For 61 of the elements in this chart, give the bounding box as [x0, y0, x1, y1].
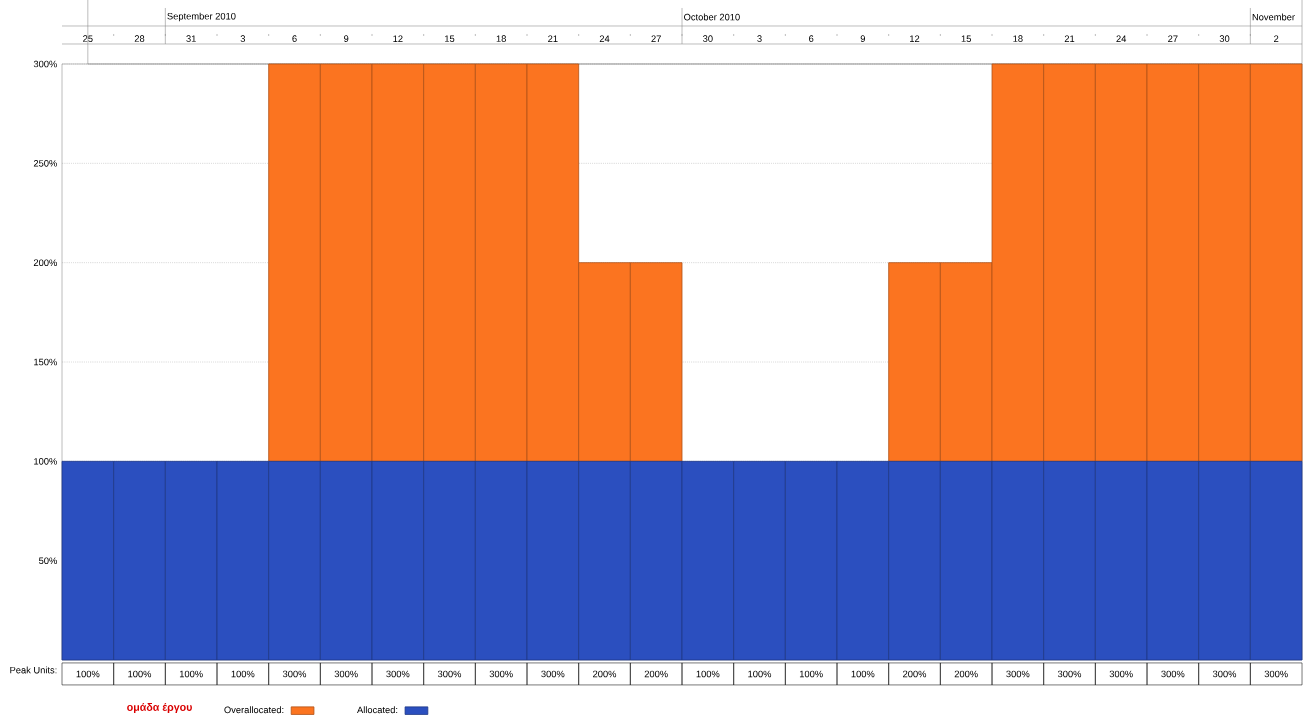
x-tick-label: 27 [651, 35, 661, 42]
x-tick-label: 30 [703, 35, 713, 42]
x-tick-label: 6 [809, 35, 814, 42]
total-label: 300% [1109, 670, 1133, 678]
y-tick-label: 100% [34, 458, 57, 465]
x-tick-label: 21 [548, 35, 558, 42]
x-tick-label: 18 [496, 35, 506, 42]
total-label: 300% [282, 670, 307, 678]
x-tick-label: 31 [186, 35, 196, 42]
total-label: 100% [748, 670, 772, 678]
x-tick-label: 24 [599, 35, 610, 42]
y-tick-label: 250% [33, 160, 57, 167]
text: November [1252, 13, 1295, 21]
total-label: 300% [1264, 670, 1288, 678]
x-tick-label: 27 [1168, 35, 1178, 42]
total-label: 200% [954, 670, 978, 678]
text: ομάδα έργου [127, 702, 192, 714]
total-label: 300% [1006, 670, 1030, 678]
total-label: 100% [799, 670, 823, 678]
total-label: 300% [1161, 670, 1185, 678]
text: October 2010 [684, 13, 740, 21]
total-label: 200% [593, 670, 617, 678]
x-tick-label: 30 [1219, 35, 1230, 42]
total-label: 100% [696, 670, 720, 678]
text: September 2010 [167, 12, 236, 22]
total-label: 100% [231, 670, 255, 678]
y-tick-label: 150% [34, 358, 57, 366]
text: Peak Units: [10, 666, 57, 674]
total-label: 200% [644, 670, 668, 678]
total-label: 300% [541, 670, 565, 678]
x-tick-label: 24 [1116, 35, 1127, 42]
x-tick-label: 2 [1274, 35, 1279, 42]
total-label: 300% [1057, 670, 1082, 678]
total-label: 300% [489, 670, 513, 678]
x-tick-label: 3 [757, 35, 762, 42]
total-label: 300% [386, 670, 410, 678]
total-label: 100% [128, 670, 152, 678]
x-tick-label: 6 [292, 35, 297, 42]
legend-label: Overallocated: [224, 706, 284, 714]
x-tick-label: 15 [961, 35, 971, 42]
x-tick-label: 9 [860, 35, 865, 42]
x-tick-label: 21 [1064, 35, 1075, 42]
y-tick-label: 200% [33, 259, 57, 266]
total-label: 100% [76, 670, 100, 678]
x-tick-label: 25 [83, 35, 93, 42]
x-tick-label: 12 [910, 35, 920, 42]
x-tick-label: 9 [344, 35, 349, 42]
x-tick-label: 12 [393, 35, 403, 42]
x-tick-label: 18 [1013, 35, 1023, 42]
total-label: 200% [903, 670, 927, 678]
y-tick-label: 300% [33, 60, 57, 68]
y-tick-label: 50% [38, 557, 57, 564]
x-tick-label: 28 [134, 35, 145, 42]
x-tick-label: 15 [445, 35, 455, 42]
legend-label: Allocated: [357, 706, 398, 714]
total-label: 300% [437, 670, 462, 678]
x-tick-label: 3 [240, 35, 246, 42]
total-label: 300% [1212, 670, 1237, 678]
total-label: 100% [179, 670, 203, 678]
total-label: 100% [851, 670, 875, 678]
total-label: 300% [334, 670, 358, 678]
